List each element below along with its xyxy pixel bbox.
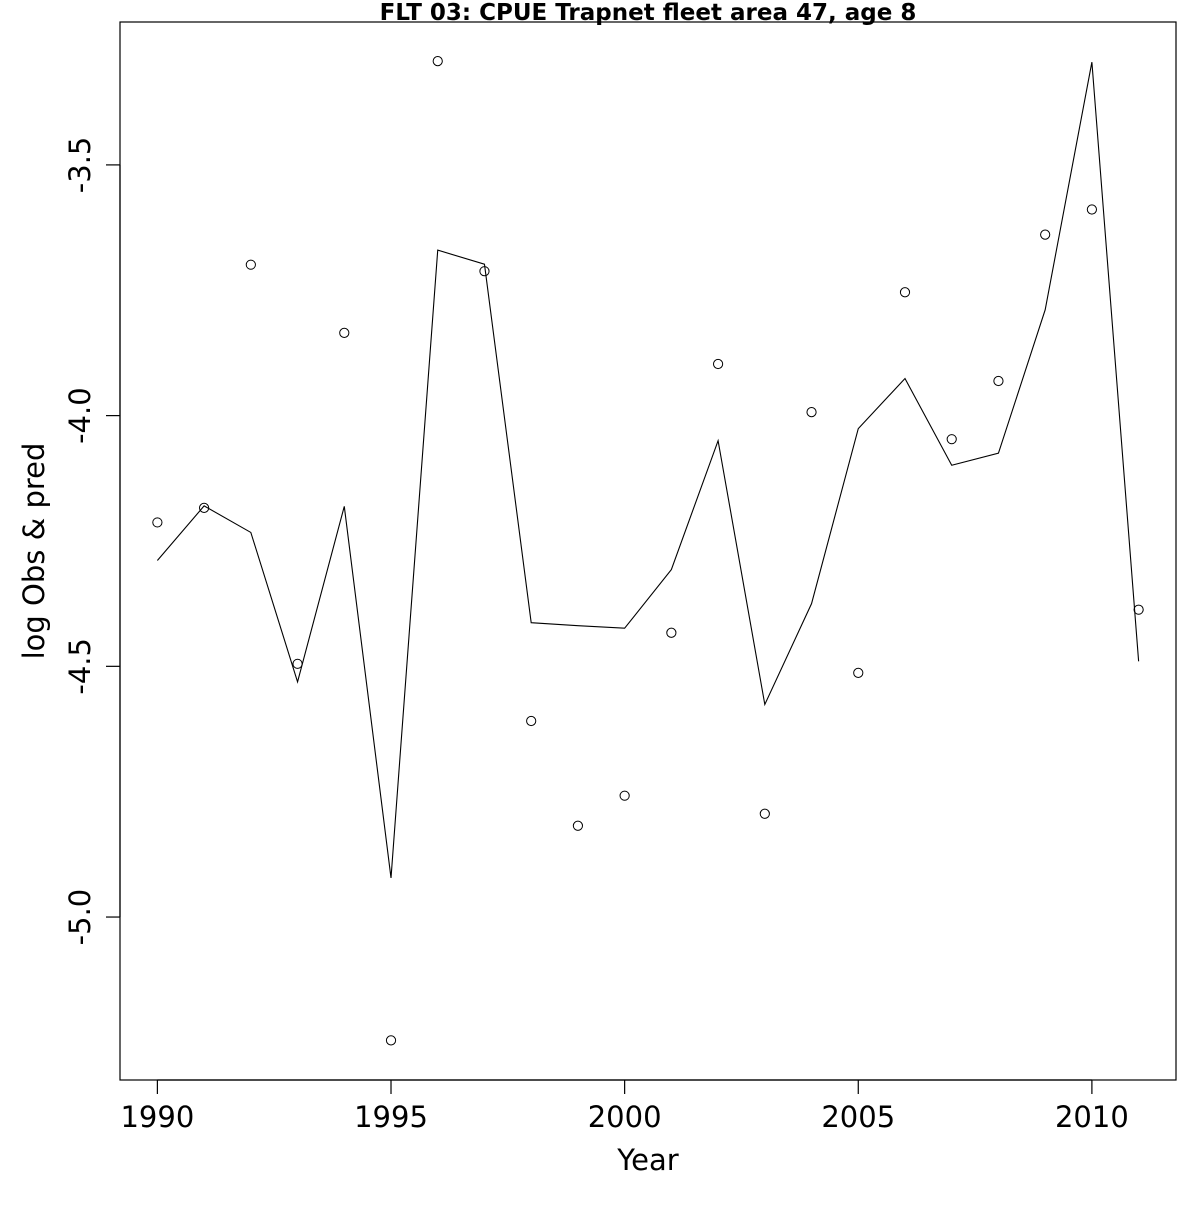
predicted-line (156, 62, 1140, 878)
observed-point (1133, 604, 1144, 615)
observed-point (1086, 204, 1097, 215)
x-axis-label: Year (616, 1143, 678, 1177)
observed-point (572, 820, 584, 831)
observed-point (993, 375, 1004, 387)
observed-point (853, 667, 864, 678)
x-axis: 1990 1995 2000 2005 2010 (120, 1079, 1129, 1134)
observed-point (339, 327, 350, 338)
observed-point (899, 287, 911, 298)
y-tick-label: -3.5 (63, 137, 97, 194)
observed-point (1040, 229, 1051, 240)
y-axis: -3.5 -4.0 -4.5 -5.0 (63, 137, 121, 946)
y-tick-label: -4.0 (63, 387, 97, 444)
observed-point (152, 517, 163, 528)
y-tick-label: -5.0 (63, 889, 97, 946)
observed-point (385, 1035, 397, 1046)
y-tick-label: -4.5 (63, 638, 97, 695)
observed-point (712, 358, 724, 370)
observed-point (806, 407, 817, 418)
x-tick-label: 1995 (354, 1100, 428, 1134)
x-tick-label: 2010 (1055, 1100, 1129, 1134)
observed-point (759, 808, 770, 819)
observed-point (432, 56, 443, 67)
observed-point (526, 715, 537, 727)
observed-point (619, 790, 630, 801)
x-tick-label: 2005 (821, 1100, 895, 1134)
series-layer (152, 56, 1144, 1046)
observed-point (245, 259, 256, 270)
y-axis-label: log Obs & pred (17, 443, 51, 660)
x-tick-label: 1990 (120, 1100, 194, 1134)
observed-point (946, 434, 957, 445)
x-tick-label: 2000 (588, 1100, 662, 1134)
observed-point (666, 627, 677, 638)
